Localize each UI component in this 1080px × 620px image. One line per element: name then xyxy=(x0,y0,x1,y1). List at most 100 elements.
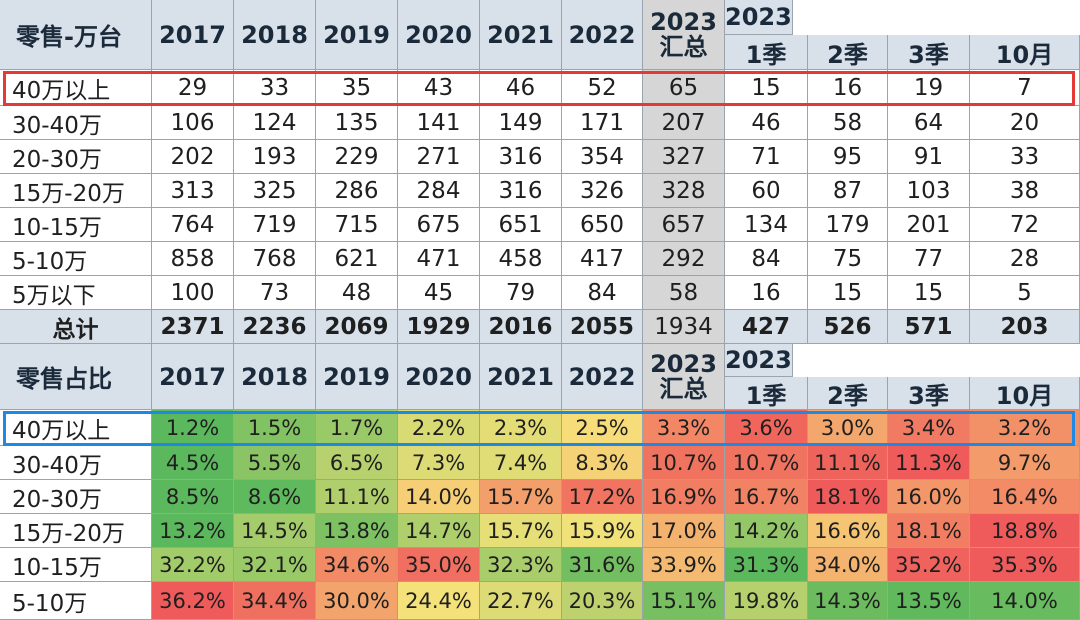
share-cell: 33.9% xyxy=(643,548,725,582)
value-cell: 471 xyxy=(398,242,480,276)
row-label: 5万以下 xyxy=(0,276,152,310)
column-header-period: 3季 xyxy=(888,377,970,410)
column-header-year: 2017 xyxy=(152,0,234,70)
share-cell: 16.4% xyxy=(970,480,1080,514)
value-cell: 325 xyxy=(234,174,316,208)
value-cell: 719 xyxy=(234,208,316,242)
summary-year: 2023 xyxy=(650,7,717,36)
value-cell: 284 xyxy=(398,174,480,208)
total-value-cell: 571 xyxy=(888,310,970,344)
value-cell: 95 xyxy=(808,140,888,174)
row-label: 15万-20万 xyxy=(0,514,152,548)
value-cell: 858 xyxy=(152,242,234,276)
column-header-period: 3季 xyxy=(888,35,970,70)
row-label: 10-15万 xyxy=(0,548,152,582)
value-cell: 229 xyxy=(316,140,398,174)
value-cell: 87 xyxy=(808,174,888,208)
share-cell: 34.0% xyxy=(808,548,888,582)
share-cell: 18.8% xyxy=(970,514,1080,548)
value-cell: 45 xyxy=(398,276,480,310)
column-header-year: 2021 xyxy=(480,344,562,410)
row-label: 30-40万 xyxy=(0,106,152,140)
value-cell: 286 xyxy=(316,174,398,208)
value-cell: 58 xyxy=(643,276,725,310)
share-cell: 18.1% xyxy=(888,514,970,548)
column-header-period: 1季 xyxy=(725,377,808,410)
value-cell: 46 xyxy=(725,106,808,140)
share-cell: 35.0% xyxy=(398,548,480,582)
share-cell: 7.4% xyxy=(480,446,562,480)
value-cell: 316 xyxy=(480,174,562,208)
column-header-2023-summary: 2023 汇总 xyxy=(643,0,725,70)
value-cell: 141 xyxy=(398,106,480,140)
value-cell: 75 xyxy=(808,242,888,276)
total-value-cell: 2236 xyxy=(234,310,316,344)
share-cell: 17.2% xyxy=(562,480,643,514)
value-cell: 65 xyxy=(643,70,725,106)
total-row-label: 总计 xyxy=(0,310,152,344)
share-cell: 10.7% xyxy=(725,446,808,480)
share-cell: 18.1% xyxy=(808,480,888,514)
share-cell: 15.7% xyxy=(480,480,562,514)
column-header-year: 2018 xyxy=(234,0,316,70)
share-cell: 14.0% xyxy=(398,480,480,514)
share-cell: 2.2% xyxy=(398,410,480,446)
share-cell: 15.1% xyxy=(643,582,725,620)
value-cell: 64 xyxy=(888,106,970,140)
column-header-year: 2022 xyxy=(562,0,643,70)
value-cell: 33 xyxy=(234,70,316,106)
value-cell: 179 xyxy=(808,208,888,242)
value-cell: 621 xyxy=(316,242,398,276)
value-cell: 134 xyxy=(725,208,808,242)
share-cell: 2.3% xyxy=(480,410,562,446)
total-value-cell: 526 xyxy=(808,310,888,344)
share-cell: 3.2% xyxy=(970,410,1080,446)
share-cell: 5.5% xyxy=(234,446,316,480)
value-cell: 651 xyxy=(480,208,562,242)
table-title: 零售-万台 xyxy=(0,0,152,70)
share-cell: 19.8% xyxy=(725,582,808,620)
value-cell: 354 xyxy=(562,140,643,174)
value-cell: 35 xyxy=(316,70,398,106)
value-cell: 327 xyxy=(643,140,725,174)
value-cell: 201 xyxy=(888,208,970,242)
share-cell: 34.4% xyxy=(234,582,316,620)
column-header-year: 2018 xyxy=(234,344,316,410)
column-header-year: 2017 xyxy=(152,344,234,410)
share-cell: 14.3% xyxy=(808,582,888,620)
value-cell: 20 xyxy=(970,106,1080,140)
row-label: 5-10万 xyxy=(0,242,152,276)
value-cell: 675 xyxy=(398,208,480,242)
share-cell: 13.5% xyxy=(888,582,970,620)
share-cell: 2.5% xyxy=(562,410,643,446)
share-cell: 6.5% xyxy=(316,446,398,480)
value-cell: 60 xyxy=(725,174,808,208)
value-cell: 193 xyxy=(234,140,316,174)
value-cell: 326 xyxy=(562,174,643,208)
value-cell: 58 xyxy=(808,106,888,140)
row-label: 5-10万 xyxy=(0,582,152,620)
share-cell: 9.7% xyxy=(970,446,1080,480)
value-cell: 207 xyxy=(643,106,725,140)
column-header-period: 1季 xyxy=(725,35,808,70)
value-cell: 33 xyxy=(970,140,1080,174)
total-value-cell: 1934 xyxy=(643,310,725,344)
share-cell: 32.3% xyxy=(480,548,562,582)
value-cell: 124 xyxy=(234,106,316,140)
value-cell: 73 xyxy=(234,276,316,310)
summary-label: 汇总 xyxy=(659,32,708,61)
share-cell: 16.0% xyxy=(888,480,970,514)
value-cell: 48 xyxy=(316,276,398,310)
value-cell: 100 xyxy=(152,276,234,310)
share-cell: 16.6% xyxy=(808,514,888,548)
row-label: 40万以上 xyxy=(0,70,152,106)
share-cell: 16.7% xyxy=(725,480,808,514)
value-cell: 292 xyxy=(643,242,725,276)
share-cell: 13.2% xyxy=(152,514,234,548)
share-cell: 11.3% xyxy=(888,446,970,480)
share-cell: 1.2% xyxy=(152,410,234,446)
summary-label: 汇总 xyxy=(659,374,708,403)
value-cell: 15 xyxy=(808,276,888,310)
value-cell: 657 xyxy=(643,208,725,242)
value-cell: 19 xyxy=(888,70,970,106)
